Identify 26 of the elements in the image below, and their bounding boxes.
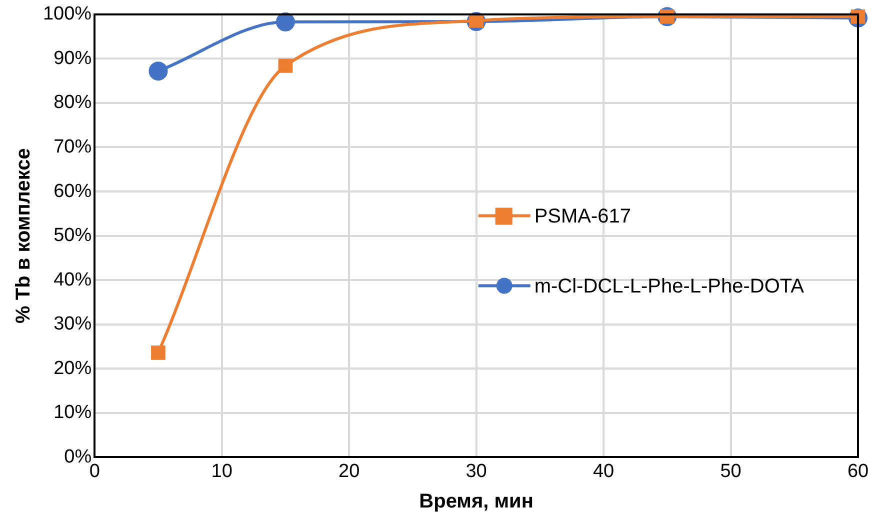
y-tick-label: 10% bbox=[54, 402, 92, 424]
x-axis-title: Время, мин bbox=[419, 490, 534, 513]
x-tick-label: 60 bbox=[847, 460, 869, 482]
y-tick-label: 40% bbox=[54, 269, 92, 290]
x-tick-label: 50 bbox=[720, 460, 742, 482]
point bbox=[276, 12, 295, 32]
y-tick-label: 80% bbox=[54, 92, 92, 114]
point bbox=[148, 62, 168, 81]
y-tick-label: 60% bbox=[54, 180, 92, 202]
y-tick-label: 90% bbox=[54, 48, 92, 69]
x-tick-label: 30 bbox=[466, 460, 487, 482]
y-tick-label: 20% bbox=[54, 358, 92, 379]
legend-label: PSMA-617 bbox=[534, 205, 632, 228]
y-tick-label: 0% bbox=[64, 446, 92, 468]
legend-label: m-Cl-DCL-L-Phe-L-Phe-DOTA bbox=[534, 275, 805, 298]
x-tick-label: 10 bbox=[211, 460, 232, 482]
point bbox=[151, 346, 166, 360]
x-tick-label: 20 bbox=[338, 460, 360, 482]
y-tick-label: 50% bbox=[54, 225, 92, 246]
x-tick-label: 0 bbox=[89, 460, 100, 482]
y-axis-title: % Tb в комплексе bbox=[12, 148, 35, 324]
y-tick-label: 70% bbox=[54, 136, 92, 158]
x-tick-label: 40 bbox=[592, 460, 614, 482]
y-tick-label: 100% bbox=[42, 4, 92, 25]
y-tick-label: 30% bbox=[54, 314, 92, 335]
point bbox=[278, 58, 293, 73]
